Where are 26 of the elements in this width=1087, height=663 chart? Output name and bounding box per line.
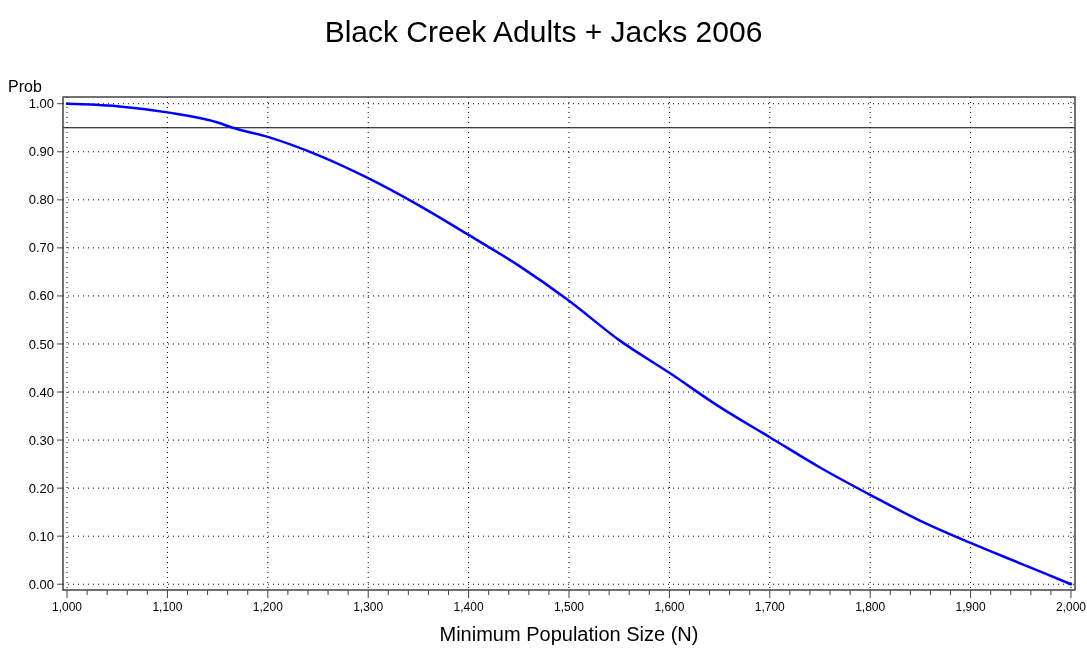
x-tick-label: 1,200 — [252, 600, 284, 614]
x-tick-label: 1,600 — [654, 600, 685, 614]
y-tick-label: 0.30 — [28, 432, 54, 448]
x-tick-label: 1,500 — [553, 600, 585, 614]
y-tick-label: 0.10 — [28, 528, 54, 544]
chart-title: Black Creek Adults + Jacks 2006 — [324, 15, 763, 48]
y-tick-label: 0.00 — [28, 576, 54, 592]
x-tick-label: 1,400 — [453, 600, 484, 614]
y-tick-label: 0.60 — [28, 288, 54, 304]
x-tick-label: 1,800 — [855, 600, 886, 614]
y-tick-label: 0.40 — [28, 384, 54, 400]
y-axis-title: Prob — [8, 78, 42, 95]
y-tick-label: 0.80 — [28, 192, 54, 208]
x-tick-label: 1,300 — [353, 600, 384, 614]
x-tick-label: 1,900 — [955, 600, 986, 614]
y-tick-label: 0.20 — [28, 480, 54, 496]
x-axis-title: Minimum Population Size (N) — [439, 623, 699, 645]
y-tick-label: 0.90 — [28, 144, 54, 160]
y-tick-label: 0.70 — [28, 240, 54, 256]
y-tick-label: 0.50 — [28, 336, 54, 352]
x-tick-label: 2,000 — [1055, 600, 1087, 614]
y-tick-label: 1.00 — [28, 96, 54, 112]
x-tick-label: 1,000 — [52, 600, 83, 614]
x-tick-label: 1,100 — [152, 600, 183, 614]
x-tick-label: 1,700 — [754, 600, 786, 614]
line-series — [65, 102, 1073, 586]
